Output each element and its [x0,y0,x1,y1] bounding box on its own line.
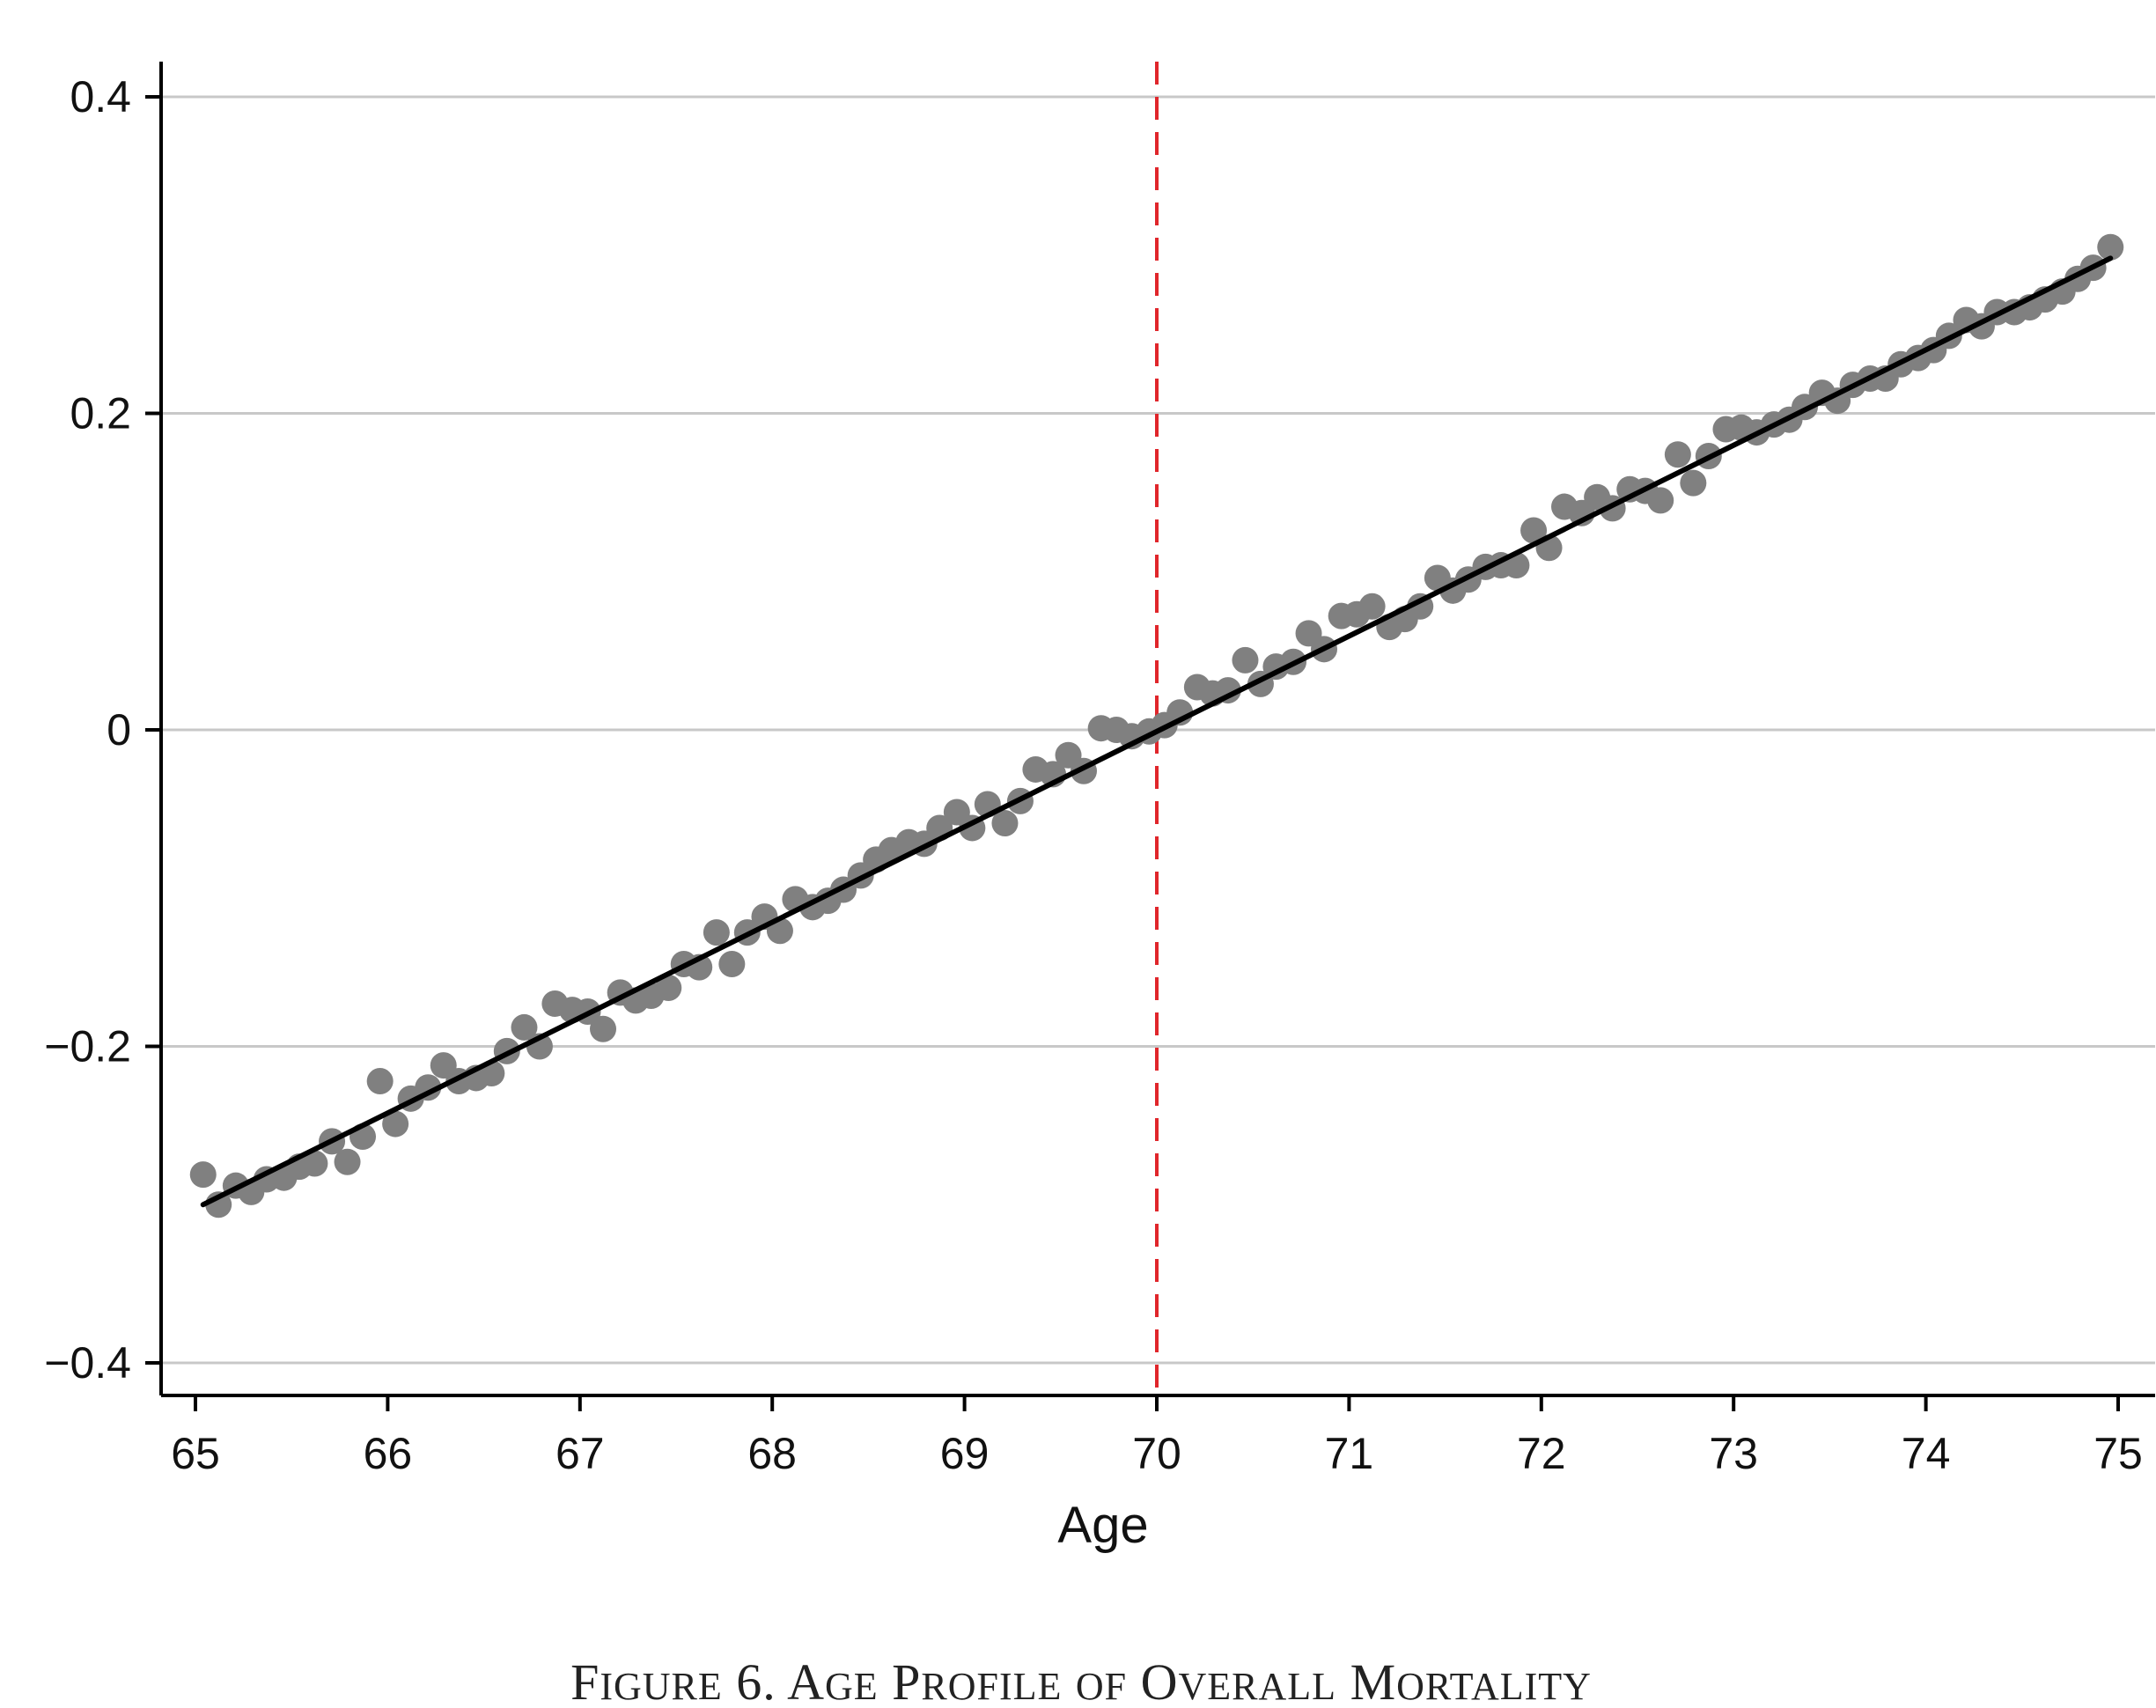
data-point [718,951,746,978]
data-point [1232,646,1259,674]
x-axis-title: Age [1057,1497,1148,1554]
y-tick-label: −0.2 [44,1022,131,1071]
x-tick-label: 73 [1709,1429,1758,1478]
data-point [189,1161,217,1189]
data-point [703,919,730,946]
x-tick-label: 69 [940,1429,990,1478]
data-point [655,974,682,1001]
x-axis-ticks: 65 66 67 68 69 70 71 72 73 74 75 [171,1395,2143,1478]
x-tick-label: 70 [1132,1429,1181,1478]
data-point [1520,517,1548,544]
y-tick-label: −0.4 [44,1338,131,1388]
x-tick-label: 75 [2093,1429,2143,1478]
y-tick-label: 0.2 [70,389,131,438]
y-tick-label: 0 [107,705,131,755]
x-tick-label: 65 [171,1429,220,1478]
data-point [511,1013,538,1041]
data-point [1358,593,1386,620]
fit-line [200,255,2114,1208]
data-point [1680,469,1707,497]
data-point [991,810,1019,837]
x-tick-label: 66 [364,1429,413,1478]
y-axis-ticks: −0.4 −0.2 0 0.2 0.4 [44,72,161,1388]
data-point [334,1148,361,1175]
figure-caption: FIGURE 6. AGE PROFILE OF OVERALL MORTALI… [570,1653,1592,1708]
x-tick-label: 74 [1902,1429,1951,1478]
x-tick-label: 71 [1325,1429,1374,1478]
data-point [382,1110,409,1137]
data-point [590,1015,617,1042]
data-point [1664,441,1691,468]
data-point [301,1150,328,1177]
x-tick-label: 68 [747,1429,797,1478]
data-point [1647,487,1674,514]
y-tick-label: 0.4 [70,72,131,121]
data-point [366,1068,394,1095]
x-tick-label: 72 [1517,1429,1566,1478]
data-point [2097,233,2124,261]
x-tick-label: 67 [556,1429,605,1478]
